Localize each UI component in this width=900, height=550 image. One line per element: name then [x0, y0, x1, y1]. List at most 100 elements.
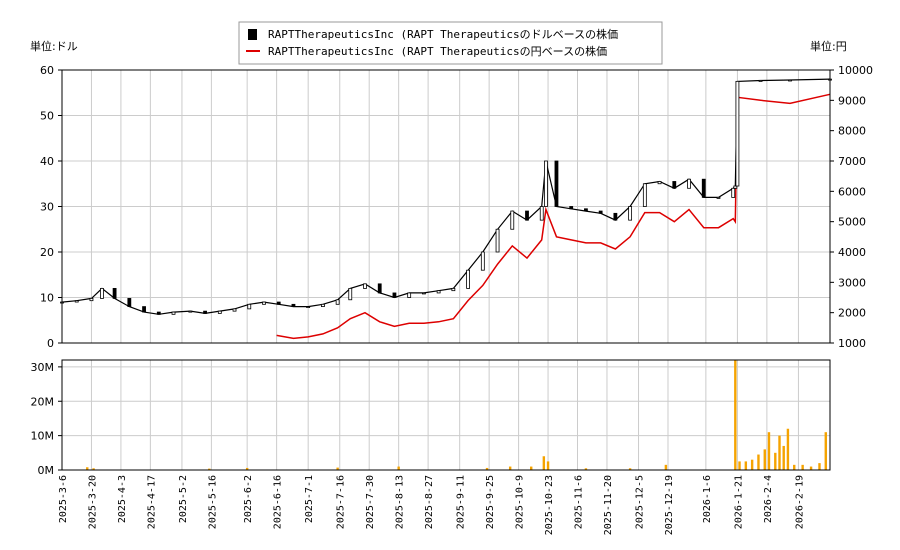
- jpy-price-line: [276, 93, 831, 340]
- legend-usd-label: RAPTTherapeuticsInc (RAPT Therapeuticsのド…: [268, 27, 618, 41]
- volume-grid: [61, 360, 830, 471]
- usd-candle: [276, 301, 281, 305]
- usd-candle: [363, 283, 367, 289]
- x-tick-label: 2025-8-13: [395, 475, 406, 529]
- left-tick-label: 0: [47, 337, 54, 350]
- volume-bar: [778, 435, 781, 470]
- volume-bar: [542, 456, 546, 470]
- usd-candle: [306, 306, 311, 309]
- volume-bar: [397, 466, 400, 470]
- right-tick-label: 5000: [838, 216, 866, 229]
- legend-jpy-label: RAPTTherapeuticsInc (RAPT Therapeuticsの円…: [268, 44, 607, 58]
- usd-candle: [613, 212, 618, 221]
- left-tick-label: 10: [40, 292, 54, 305]
- volume-tick-label: 20M: [31, 395, 55, 408]
- right-tick-label: 10000: [838, 64, 873, 77]
- volume-plot-frame: [61, 359, 831, 471]
- volume-bar: [584, 468, 588, 470]
- right-unit-label: 単位:円: [810, 39, 847, 53]
- usd-candle: [687, 178, 691, 189]
- volume-bar: [86, 467, 89, 470]
- x-tick-label: 2025-5-16: [207, 475, 218, 529]
- x-tick-label: 2025-6-16: [273, 475, 284, 529]
- usd-candle: [262, 301, 266, 305]
- volume-bars: [86, 360, 827, 470]
- left-unit-label: 単位:ドル: [30, 39, 78, 53]
- x-tick-label: 2025-7-30: [365, 475, 376, 529]
- left-tick-label: 40: [40, 155, 54, 168]
- x-tick-label: 2025-3-20: [87, 475, 98, 529]
- right-tick-label: 3000: [838, 276, 866, 289]
- usd-candle: [539, 206, 544, 221]
- volume-bar: [664, 464, 668, 470]
- usd-candle: [127, 298, 132, 308]
- x-tick-label: 2025-11-20: [603, 475, 614, 535]
- x-tick-label: 2026-1-6: [702, 475, 713, 523]
- axes: [61, 69, 831, 471]
- x-tick-label: 2025-4-17: [146, 475, 157, 529]
- usd-candle: [735, 80, 740, 187]
- x-axis-ticks: 2025-3-6 2025-3-20 2025-4-3 2025-4-17 2025-5…: [58, 475, 805, 535]
- x-tick-label: 2025-9-11: [456, 475, 467, 529]
- x-tick-label: 2025-7-1: [304, 475, 315, 523]
- usd-candle: [495, 228, 500, 253]
- x-tick-label: 2025-4-3: [117, 475, 128, 523]
- right-tick-label: 2000: [838, 307, 866, 320]
- volume-bar: [782, 445, 785, 470]
- volume-bar: [750, 459, 754, 470]
- volume-tick-label: 30M: [31, 361, 55, 374]
- usd-candle: [217, 310, 222, 314]
- usd-candle: [188, 310, 193, 313]
- right-tick-label: 6000: [838, 185, 866, 198]
- price-grid: [61, 69, 830, 344]
- volume-bar: [801, 464, 804, 470]
- jpy-price-series: [276, 93, 831, 340]
- volume-bar: [245, 467, 249, 470]
- usd-candle: [731, 187, 736, 198]
- x-tick-label: 2025-6-2: [243, 475, 254, 523]
- usd-candle: [142, 306, 146, 313]
- x-tick-label: 2026-2-4: [763, 475, 774, 523]
- right-tick-label: 4000: [838, 246, 866, 259]
- x-tick-label: 2025-10-9: [515, 475, 526, 529]
- volume-bar: [744, 461, 748, 470]
- x-tick-label: 2025-9-25: [485, 475, 496, 529]
- usd-candle: [642, 183, 647, 207]
- x-tick-label: 2025-5-2: [178, 475, 189, 523]
- x-tick-label: 2025-3-6: [58, 475, 69, 523]
- usd-candle: [348, 287, 353, 301]
- usd-candle: [584, 208, 588, 212]
- volume-bar: [767, 432, 771, 470]
- usd-candle: [74, 300, 79, 303]
- right-tick-label: 8000: [838, 125, 866, 138]
- usd-candle: [569, 206, 574, 210]
- x-tick-label: 2025-12-19: [664, 475, 675, 535]
- usd-candle: [554, 160, 559, 207]
- x-tick-label: 2025-8-27: [424, 475, 435, 529]
- legend-box: [238, 21, 663, 65]
- usd-candle: [407, 292, 412, 298]
- volume-bar: [508, 466, 512, 470]
- usd-price-series: [60, 78, 832, 315]
- volume-bar: [738, 461, 741, 470]
- usd-candle: [544, 160, 548, 207]
- legend-usd-marker: [248, 29, 257, 40]
- usd-candle: [788, 79, 792, 82]
- usd-candle: [657, 181, 662, 185]
- left-tick-label: 20: [40, 246, 54, 259]
- usd-candle: [436, 290, 441, 294]
- right-tick-label: 9000: [838, 94, 866, 107]
- usd-candle: [598, 210, 603, 214]
- volume-tick-label: 10M: [31, 430, 55, 443]
- volume-bar: [546, 461, 550, 470]
- usd-candle: [422, 292, 426, 295]
- usd-candle: [716, 196, 721, 199]
- usd-candle: [510, 210, 515, 230]
- usd-candle: [672, 181, 677, 189]
- left-axis-ticks: 0 10 20 30 40 50 60: [40, 64, 62, 350]
- volume-bar: [818, 463, 821, 470]
- usd-price-line: [61, 78, 831, 315]
- usd-candle: [377, 283, 382, 294]
- usd-candle: [112, 287, 117, 299]
